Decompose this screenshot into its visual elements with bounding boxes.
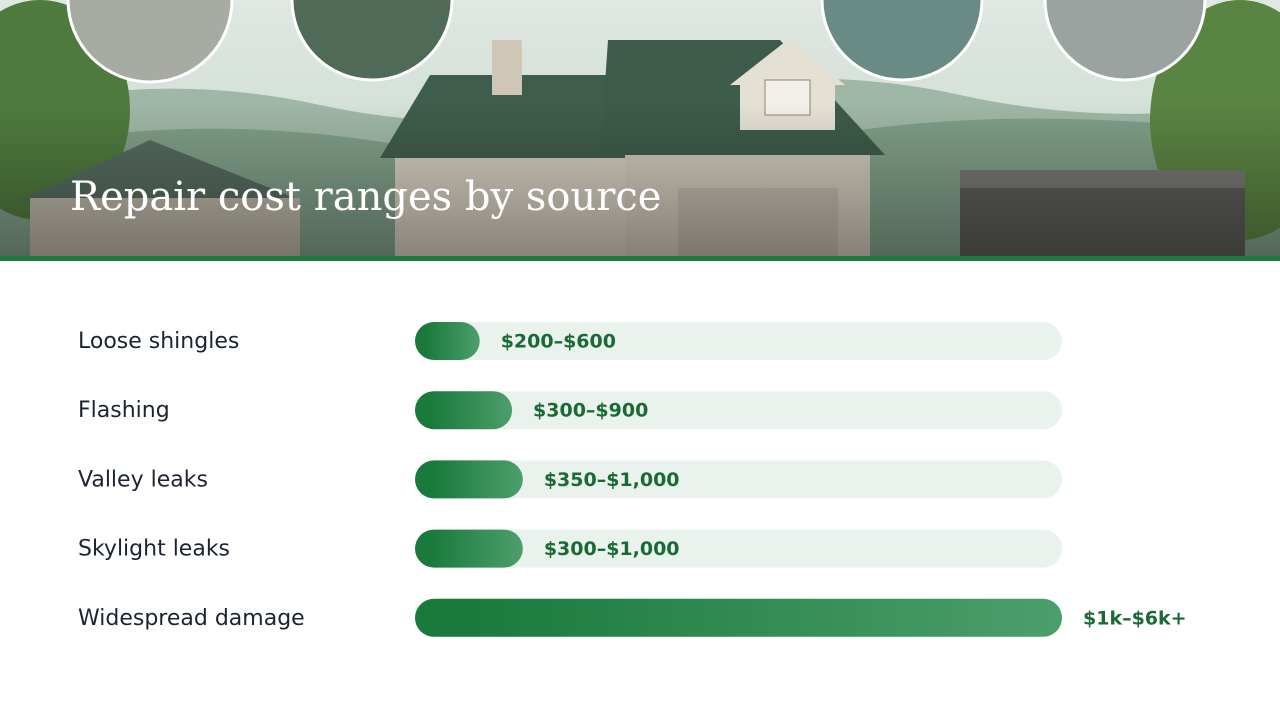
value-label: $300–$1,000 xyxy=(544,538,680,560)
category-label: Widespread damage xyxy=(78,606,305,631)
category-label: Flashing xyxy=(78,398,170,423)
bar xyxy=(415,529,523,568)
track xyxy=(415,529,1062,568)
category-label: Loose shingles xyxy=(78,329,239,354)
track xyxy=(415,322,1062,360)
bar xyxy=(415,598,1062,637)
header-illustration xyxy=(0,0,1280,261)
value-label: $200–$600 xyxy=(501,331,616,353)
category-label: Valley leaks xyxy=(78,467,208,492)
bar xyxy=(415,322,480,360)
value-label: $350–$1,000 xyxy=(544,469,680,491)
value-label: $1k–$6k+ xyxy=(1083,607,1187,629)
bar xyxy=(415,391,513,430)
track xyxy=(415,391,1062,430)
category-label: Skylight leaks xyxy=(78,537,230,562)
bar xyxy=(415,460,523,499)
track xyxy=(415,460,1062,499)
chart-title: Repair cost ranges by source xyxy=(70,174,661,220)
value-label: $300–$900 xyxy=(533,400,648,422)
